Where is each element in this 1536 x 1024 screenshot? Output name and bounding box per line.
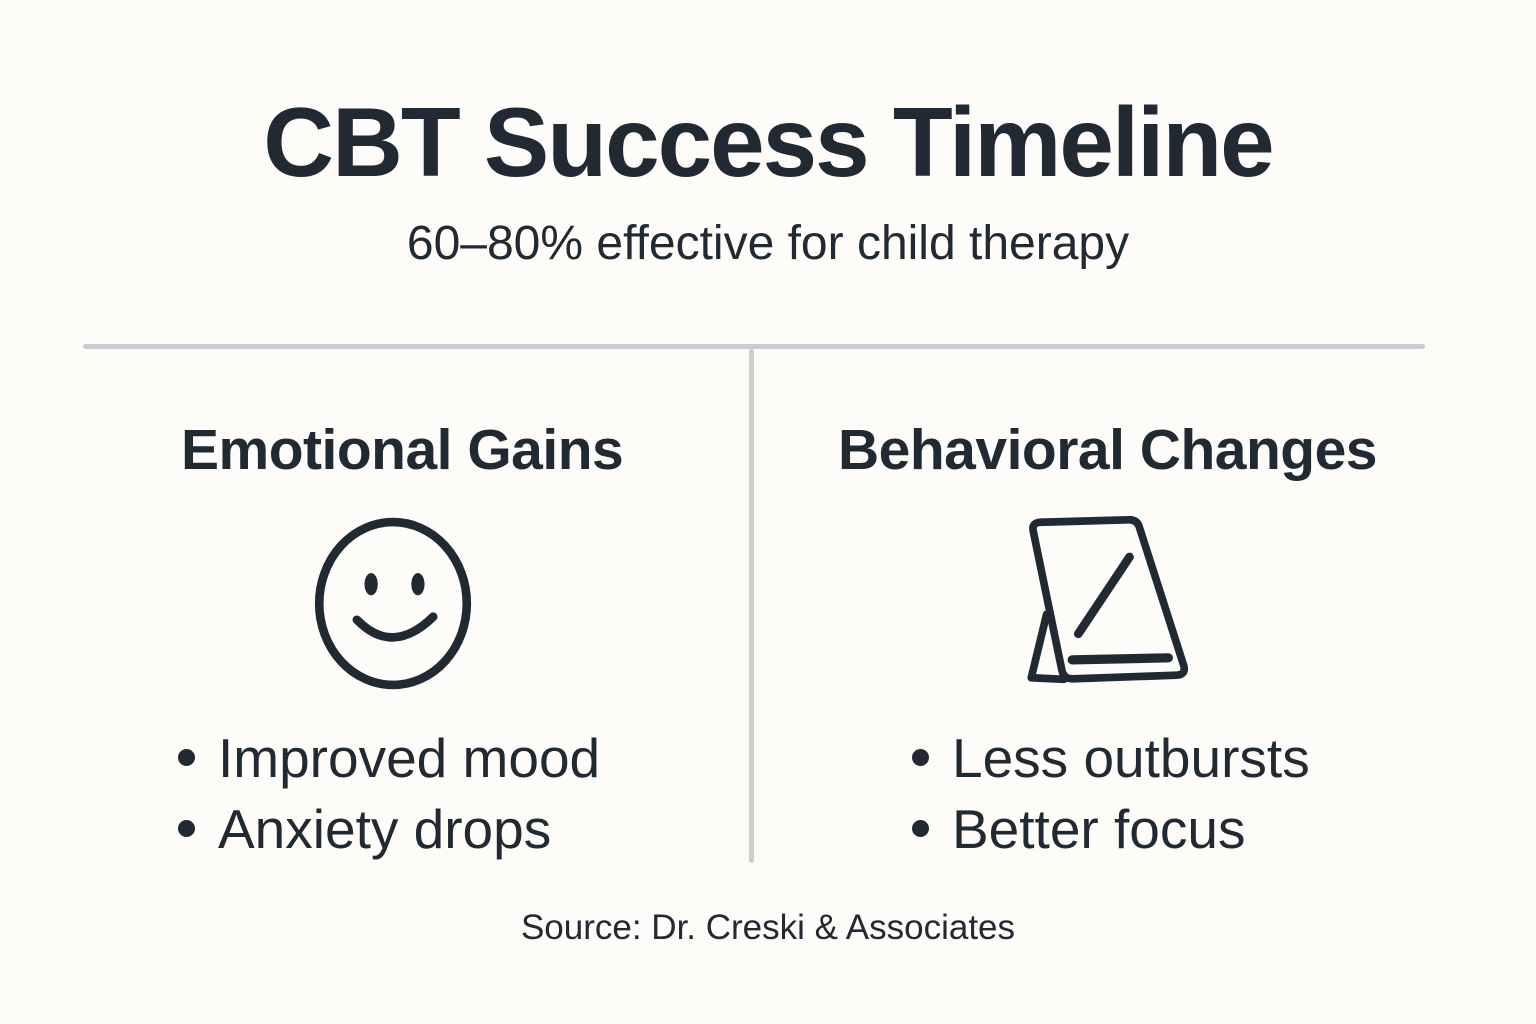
list-item-label: Less outbursts: [952, 726, 1310, 789]
bullet-dot: [178, 749, 195, 766]
bullet-dot: [912, 749, 929, 766]
bullet-dot: [178, 820, 195, 837]
behavioral-changes-list: Less outbursts Better focus: [912, 722, 1310, 864]
list-item: Improved mood: [178, 722, 600, 793]
smiley-face-icon: [314, 517, 472, 690]
list-item: Anxiety drops: [178, 793, 600, 864]
column-heading-behavioral-changes: Behavioral Changes: [838, 418, 1378, 482]
list-item-label: Anxiety drops: [218, 797, 552, 860]
list-item-label: Improved mood: [218, 726, 601, 789]
standing-mirror-icon: [1022, 512, 1194, 688]
column-heading-emotional-gains: Emotional Gains: [181, 418, 624, 482]
source-attribution: Source: Dr. Creski & Associates: [520, 908, 1016, 947]
page-subtitle: 60–80% effective for child therapy: [406, 217, 1130, 270]
list-item: Less outbursts: [912, 722, 1310, 793]
horizontal-divider: [83, 344, 1425, 349]
vertical-divider: [749, 349, 754, 863]
list-item: Better focus: [912, 793, 1310, 864]
bullet-dot: [912, 820, 929, 837]
list-item-label: Better focus: [952, 797, 1246, 860]
page-title: CBT Success Timeline: [263, 87, 1274, 197]
emotional-gains-list: Improved mood Anxiety drops: [178, 722, 600, 864]
